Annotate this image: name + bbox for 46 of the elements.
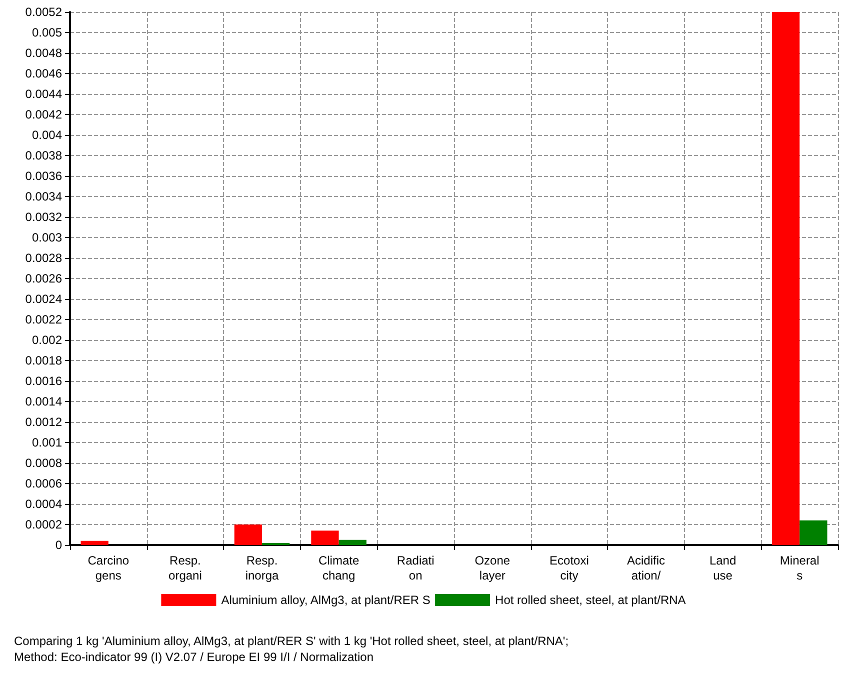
x-tick-label: Resp. organi [168,554,202,582]
y-tick-label: 0.0004 [25,497,62,511]
x-tick-label: Mineral s [780,554,820,582]
x-tick-label: Radiati on [396,554,434,582]
bar [80,540,108,545]
y-tick-label: 0.003 [32,230,62,244]
y-tick-label: 0.0014 [25,394,62,408]
y-tick-label: 0.0042 [25,108,62,122]
bar [800,520,828,545]
y-tick-label: 0.0044 [25,87,62,101]
y-tick-label: 0.0016 [25,374,62,388]
y-tick-label: 0.001 [32,436,62,450]
y-tick-label: 0.0028 [25,251,62,265]
text: Comparing 1 kg 'Aluminium alloy, AlMg3, at plant/RER S' with 1 kg 'Hot rolled sheet, steel, at plant/RNA'; Method: Eco-indicator 99 (I) V2.07 / Europe EI 99 I/I / Normalization [14,634,569,664]
y-tick-label: 0.0032 [25,210,62,224]
y-tick-label: 0.0006 [25,476,62,490]
x-tick-label: Carcino gens [88,554,130,582]
y-tick-label: 0.005 [32,26,62,40]
x-tick-label: Climate chang [318,554,360,582]
x-tick-label: Resp. inorga [245,554,280,582]
bar [772,12,800,545]
y-tick-label: 0.0012 [25,415,62,429]
y-tick-label: 0.0038 [25,148,62,162]
bar [234,524,262,545]
y-tick-label: 0.0026 [25,272,62,286]
y-tick-label: 0.0036 [25,169,62,183]
y-tick-label: 0.0022 [25,312,62,326]
legend-label: Aluminium alloy, AlMg3, at plant/RER S [221,593,430,607]
x-tick-label: Acidific ation/ [626,554,666,582]
y-tick-label: 0.0046 [25,66,62,80]
y-tick-label: 0.004 [32,128,62,142]
x-tick-label: Ozone layer [474,554,510,582]
y-tick-label: 0.0024 [25,292,62,306]
y-tick-label: 0.0002 [25,518,62,532]
legend-label: Hot rolled sheet, steel, at plant/RNA [495,593,686,607]
y-tick-label: 0.0008 [25,456,62,470]
y-tick-label: 0.0052 [25,5,62,19]
bar [311,530,339,545]
y-tick-label: 0.002 [32,333,62,347]
bar [338,540,366,545]
y-tick-label: 0.0048 [25,46,62,60]
y-tick-label: 0.0018 [25,354,62,368]
y-tick-label: 0.0034 [25,190,62,204]
x-tick-label: Ecotoxi city [550,554,589,582]
y-tick-label: 0 [55,538,62,552]
x-tick-label: Land use [709,554,736,582]
